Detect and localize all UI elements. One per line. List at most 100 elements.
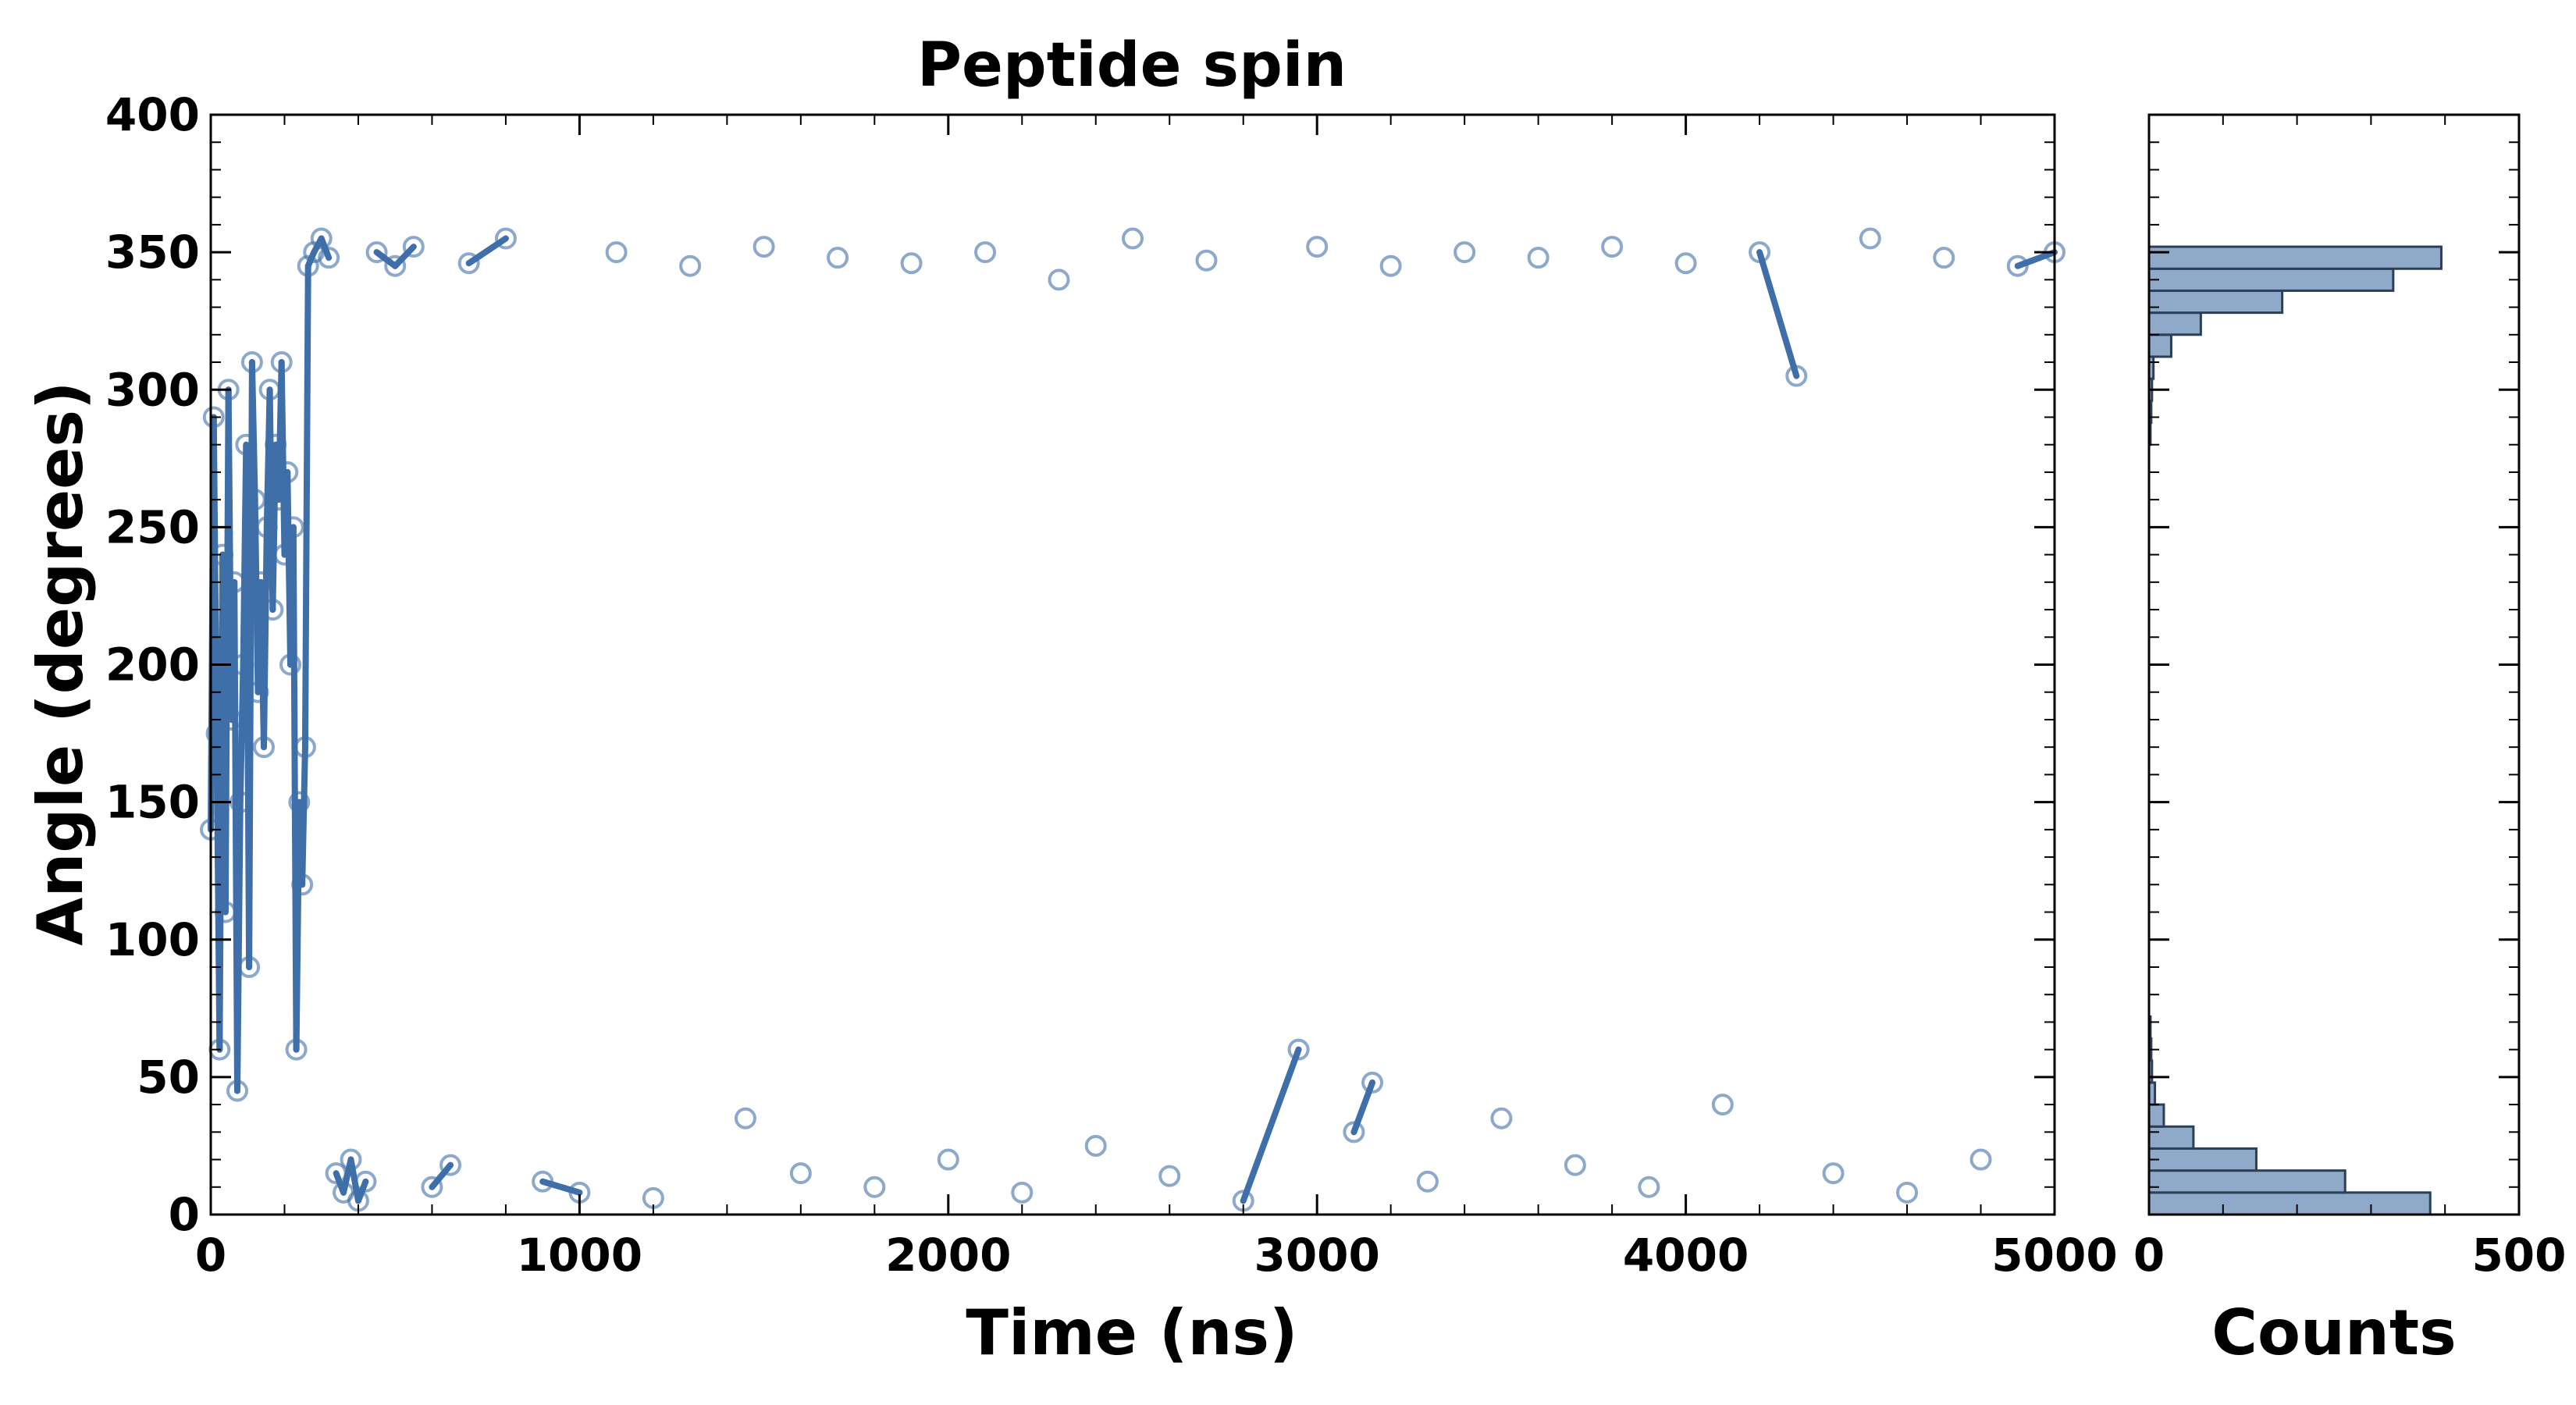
trajectory-segment (261, 524, 270, 751)
data-point (1287, 1038, 1310, 1061)
data-point (789, 1162, 812, 1185)
main-data-layer (200, 227, 2065, 1212)
data-point (294, 736, 316, 759)
data-point (1379, 254, 1402, 277)
trajectory-segment (210, 414, 220, 737)
y-tick-label: 350 (105, 226, 200, 279)
data-point (354, 1170, 377, 1193)
y-tick-label: 100 (105, 913, 200, 966)
data-point (863, 1176, 886, 1198)
data-point (297, 254, 319, 277)
data-point (1416, 1170, 1439, 1193)
data-point (1822, 1162, 1845, 1185)
data-point (282, 516, 304, 539)
data-point (1048, 269, 1070, 291)
trajectory-segment (373, 249, 399, 269)
data-point (340, 1148, 362, 1171)
main-axis-ticks: 0 1000 2000 3000 4000 5000 0 50 100 150 200 250 300 3… (105, 88, 2118, 1282)
data-point (439, 1154, 462, 1176)
histogram-bar (2147, 245, 2443, 270)
data-point (494, 227, 517, 250)
trajectory-segment (1756, 249, 1800, 379)
data-point (238, 955, 261, 978)
y-tick-label: 400 (105, 88, 200, 141)
data-point (253, 736, 276, 759)
x-tick-label: 2000 (885, 1229, 1011, 1282)
data-point (267, 489, 290, 511)
data-point (240, 351, 263, 374)
data-point (226, 1080, 249, 1102)
data-point (1601, 236, 1624, 258)
y-tick-label: 0 (169, 1188, 200, 1241)
x-tick-label: 1000 (517, 1229, 642, 1282)
data-point (1195, 249, 1218, 272)
data-point (1343, 1121, 1365, 1144)
y-axis-title: Angle (degrees) (24, 381, 97, 945)
histogram-bar (2147, 267, 2395, 292)
trajectory-segment (429, 1161, 454, 1190)
data-point (325, 1162, 347, 1185)
data-point (232, 653, 254, 676)
data-point (457, 252, 480, 275)
trajectory-segment (392, 244, 417, 269)
trajectory-segment (347, 1156, 361, 1204)
data-point (255, 516, 278, 539)
y-tick-label: 50 (137, 1051, 200, 1104)
data-point (365, 241, 388, 264)
x-tick-label: 3000 (1254, 1229, 1379, 1282)
histogram-bar (2147, 311, 2202, 336)
data-point (265, 433, 287, 456)
histogram-axis-ticks: 0 500 (2133, 113, 2567, 1282)
data-point (250, 571, 272, 593)
data-point (827, 247, 849, 269)
data-point (285, 1038, 308, 1061)
histogram-bar (2147, 1191, 2432, 1216)
data-point (1749, 241, 1771, 264)
data-point (679, 254, 702, 277)
data-point (235, 433, 258, 456)
data-point (1638, 1176, 1660, 1198)
x-axis-title: Time (ns) (966, 1297, 1297, 1369)
data-point (900, 252, 923, 275)
data-point (1859, 227, 1881, 250)
data-point (262, 599, 284, 621)
data-point (532, 1170, 554, 1193)
data-point (1490, 1107, 1513, 1129)
data-point (734, 1107, 756, 1129)
data-point (753, 236, 775, 258)
trajectory-segment (465, 235, 509, 267)
trajectory-segment (1240, 1046, 1302, 1204)
data-point (273, 543, 296, 566)
data-point (202, 406, 225, 429)
data-point (1453, 241, 1476, 264)
data-point (1527, 247, 1550, 269)
data-point (1674, 252, 1697, 275)
histogram-bar (2147, 1125, 2195, 1150)
histogram-bar (2147, 289, 2284, 315)
histogram-bars (2147, 245, 2443, 1216)
histogram-bar (2147, 1169, 2347, 1194)
histogram-x-tick-label: 500 (2471, 1229, 2566, 1282)
x-tick-label: 4000 (1623, 1229, 1749, 1282)
data-point (279, 653, 302, 676)
data-point (220, 708, 243, 731)
trajectory-segment (539, 1178, 583, 1196)
trajectory-segment (299, 744, 308, 888)
data-point (310, 227, 333, 250)
data-point (1933, 247, 1955, 269)
data-point (1306, 236, 1329, 258)
histogram-bar (2147, 333, 2172, 358)
x-tick-label: 5000 (1991, 1229, 2117, 1282)
data-point (1361, 1071, 1384, 1094)
data-point (1969, 1148, 1992, 1171)
data-point (1564, 1154, 1586, 1176)
data-point (205, 722, 228, 745)
histogram-bar (2147, 1147, 2258, 1172)
trajectory-segment (301, 262, 311, 751)
data-point (244, 489, 266, 511)
data-point (288, 791, 311, 813)
trajectory-segment (248, 359, 258, 503)
histogram-panel: 0 500 Counts (2133, 113, 2567, 1369)
data-point (1122, 227, 1144, 250)
data-point (1011, 1181, 1034, 1204)
